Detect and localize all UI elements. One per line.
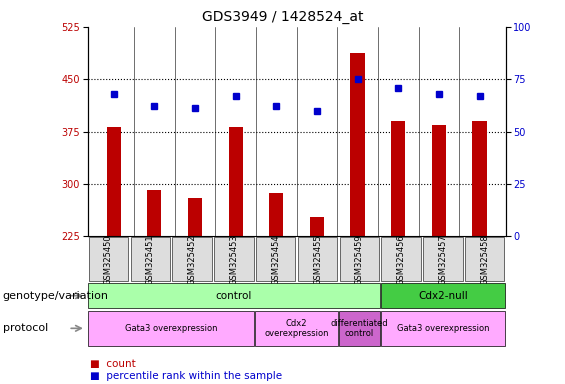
Text: GDS3949 / 1428524_at: GDS3949 / 1428524_at	[202, 10, 363, 23]
Text: GSM325451: GSM325451	[146, 234, 155, 285]
Bar	[391, 121, 405, 236]
Bar	[214, 237, 254, 281]
Text: Gata3 overexpression: Gata3 overexpression	[397, 324, 489, 333]
Bar	[432, 124, 446, 236]
Text: GSM325459: GSM325459	[355, 234, 364, 285]
Text: GSM325458: GSM325458	[480, 234, 489, 285]
Bar	[381, 237, 421, 281]
Bar	[255, 311, 338, 346]
Bar	[423, 237, 463, 281]
Bar	[340, 237, 379, 281]
Bar	[339, 311, 380, 346]
Bar	[465, 237, 505, 281]
Text: ■  count: ■ count	[90, 359, 136, 369]
Bar	[310, 217, 324, 236]
Bar	[147, 190, 162, 236]
Text: GSM325455: GSM325455	[313, 234, 322, 285]
Bar	[381, 311, 505, 346]
Text: GSM325453: GSM325453	[229, 234, 238, 285]
Bar	[88, 311, 254, 346]
Bar	[172, 237, 212, 281]
Text: Gata3 overexpression: Gata3 overexpression	[125, 324, 218, 333]
Bar	[188, 198, 202, 236]
Text: differentiated
control: differentiated control	[331, 319, 388, 338]
Text: GSM325450: GSM325450	[104, 234, 113, 285]
Text: genotype/variation: genotype/variation	[3, 291, 109, 301]
Bar	[269, 193, 284, 236]
Bar	[131, 237, 170, 281]
Text: control: control	[216, 291, 252, 301]
Text: GSM325454: GSM325454	[271, 234, 280, 285]
Bar	[298, 237, 337, 281]
Bar	[350, 53, 365, 236]
Bar	[256, 237, 295, 281]
Text: ■  percentile rank within the sample: ■ percentile rank within the sample	[90, 371, 282, 381]
Text: GSM325457: GSM325457	[438, 234, 447, 285]
Text: protocol: protocol	[3, 323, 48, 333]
Bar	[88, 283, 380, 308]
Text: Cdx2
overexpression: Cdx2 overexpression	[264, 319, 329, 338]
Bar	[472, 121, 486, 236]
Bar	[228, 127, 243, 236]
Text: GSM325456: GSM325456	[397, 234, 406, 285]
Bar	[107, 127, 121, 236]
Bar	[89, 237, 128, 281]
Bar	[381, 283, 505, 308]
Text: Cdx2-null: Cdx2-null	[418, 291, 468, 301]
Text: GSM325452: GSM325452	[188, 234, 197, 285]
